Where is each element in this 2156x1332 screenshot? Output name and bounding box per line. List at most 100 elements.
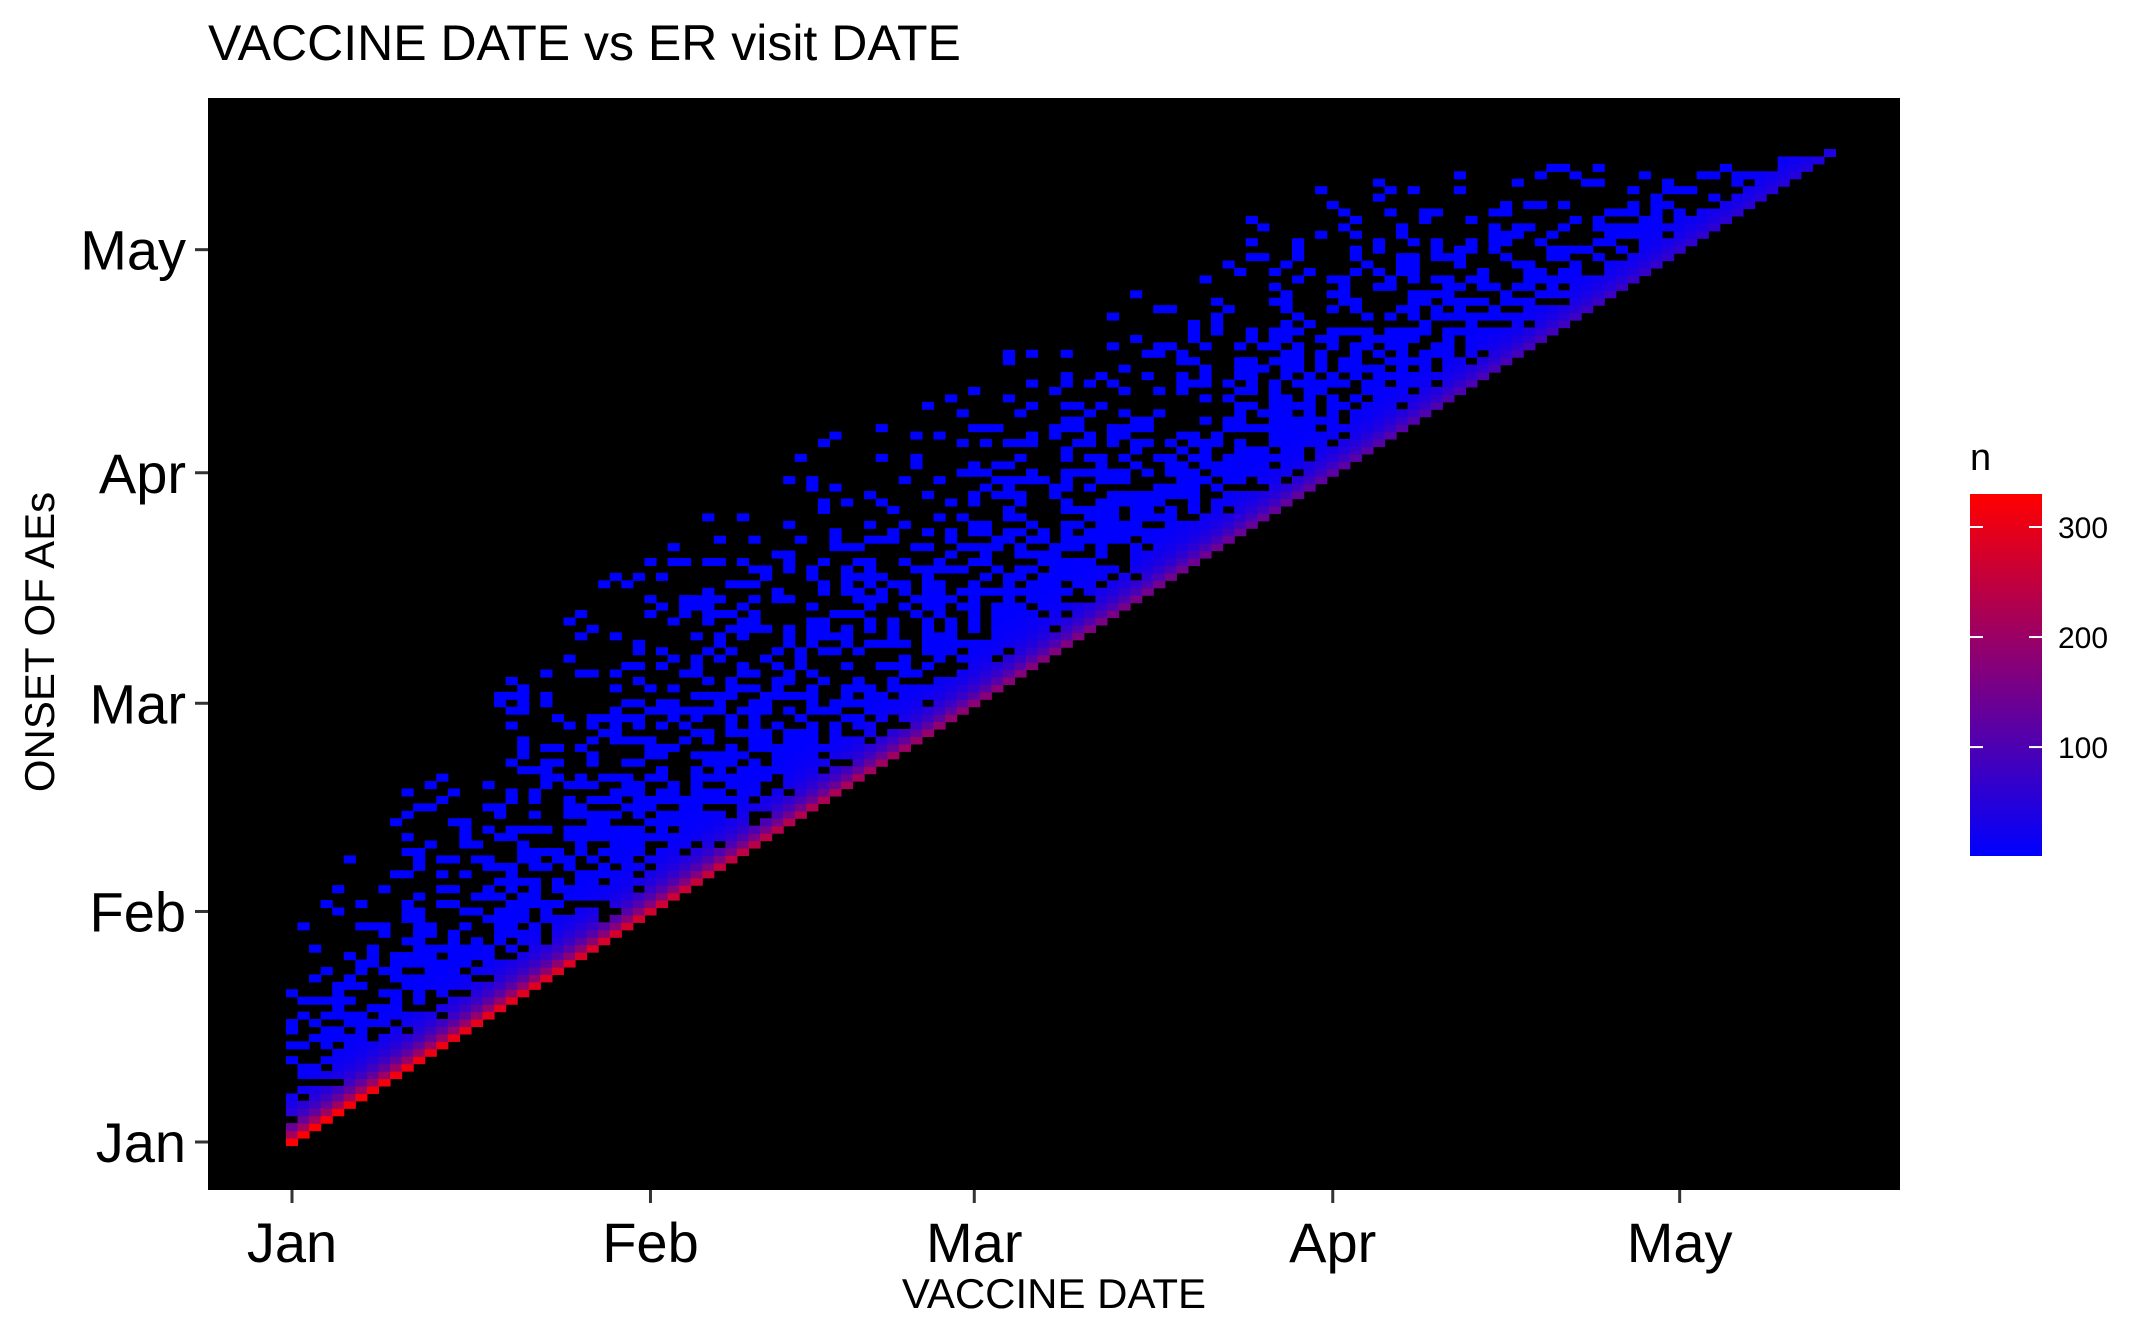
heatmap-cell — [1638, 223, 1652, 232]
heatmap-cell — [1488, 230, 1501, 239]
heatmap-cell — [1245, 520, 1258, 529]
heatmap-cell — [598, 870, 611, 879]
heatmap-cell — [945, 528, 958, 537]
heatmap-cell — [1234, 267, 1247, 276]
heatmap-cell — [1291, 364, 1305, 373]
heatmap-cell — [840, 714, 854, 723]
heatmap-cell — [1187, 557, 1201, 567]
heatmap-cell — [632, 647, 645, 656]
heatmap-cell — [655, 773, 669, 782]
heatmap-cell — [1500, 327, 1513, 336]
heatmap-cell — [447, 996, 460, 1005]
heatmap-cell — [679, 840, 692, 849]
heatmap-cell — [586, 907, 599, 916]
heatmap-cell — [1083, 580, 1096, 589]
heatmap-cell — [1130, 513, 1143, 522]
heatmap-cell — [1130, 550, 1143, 559]
heatmap-cell — [748, 669, 761, 678]
heatmap-cell — [910, 691, 923, 700]
heatmap-cell — [1164, 483, 1177, 492]
heatmap-cell — [1488, 349, 1501, 358]
heatmap-cell — [702, 862, 715, 871]
heatmap-cell — [1060, 505, 1073, 514]
heatmap-cell — [1187, 550, 1201, 559]
x-tick-label: Mar — [926, 1211, 1022, 1274]
heatmap-cell — [898, 520, 911, 529]
heatmap-cell — [829, 766, 842, 775]
heatmap-cell — [760, 825, 773, 834]
heatmap-cell — [1060, 401, 1073, 410]
heatmap-cell — [864, 572, 877, 581]
heatmap-cell — [1465, 238, 1478, 247]
heatmap-cell — [320, 1108, 333, 1117]
heatmap-cell — [1060, 453, 1073, 462]
legend-tick-label: 300 — [2058, 512, 2108, 545]
heatmap-cell — [1511, 342, 1524, 351]
heatmap-cell — [1315, 349, 1328, 358]
heatmap-cell — [413, 1019, 426, 1028]
heatmap-cell — [540, 952, 553, 961]
heatmap-cell — [1442, 290, 1455, 299]
heatmap-cell — [366, 1056, 380, 1065]
heatmap-cell — [725, 795, 738, 804]
heatmap-cell — [1014, 438, 1027, 448]
heatmap-cell — [609, 892, 622, 901]
heatmap-cell — [1546, 312, 1559, 321]
heatmap-cell — [840, 662, 854, 671]
heatmap-cell — [1002, 639, 1016, 648]
heatmap-cell — [1742, 186, 1756, 195]
heatmap-cell — [575, 825, 588, 834]
heatmap-cell — [898, 736, 911, 745]
heatmap-cell — [1234, 401, 1247, 410]
heatmap-cell — [1338, 424, 1351, 433]
heatmap-cell — [1199, 446, 1212, 455]
heatmap-cell — [1789, 163, 1802, 172]
heatmap-cell — [1268, 357, 1282, 366]
heatmap-cell — [783, 795, 796, 804]
heatmap-cell — [1349, 342, 1362, 351]
heatmap-cell — [1534, 275, 1547, 284]
heatmap-cell — [1396, 416, 1409, 425]
heatmap-cell — [1511, 327, 1524, 336]
heatmap-cell — [771, 721, 784, 730]
heatmap-cell — [852, 572, 865, 581]
heatmap-cell — [482, 952, 495, 961]
heatmap-cell — [1014, 654, 1027, 663]
heatmap-cell — [702, 870, 715, 879]
heatmap-cell — [1754, 186, 1767, 195]
heatmap-cell — [702, 691, 715, 700]
heatmap-cell — [1546, 320, 1559, 329]
heatmap-cell — [748, 535, 761, 544]
heatmap-cell — [1060, 639, 1073, 648]
heatmap-cell — [1569, 275, 1582, 284]
heatmap-cell — [1372, 424, 1386, 433]
heatmap-cell — [713, 847, 726, 857]
heatmap-cell — [1569, 260, 1582, 269]
heatmap-cell — [702, 729, 715, 738]
heatmap-cell — [586, 758, 599, 767]
heatmap-cell — [713, 773, 726, 782]
heatmap-cell — [1465, 379, 1478, 388]
heatmap-cell — [494, 1004, 507, 1013]
heatmap-cell — [517, 706, 530, 715]
heatmap-cell — [991, 624, 1004, 633]
heatmap-cell — [1349, 215, 1362, 224]
heatmap-cell — [551, 959, 565, 968]
heatmap-cell — [1002, 632, 1016, 641]
heatmap-cell — [632, 914, 645, 923]
heatmap-cell — [898, 714, 911, 723]
heatmap-cell — [1396, 409, 1409, 418]
heatmap-cell — [1257, 468, 1270, 477]
heatmap-cell — [655, 743, 669, 752]
heatmap-cell — [1396, 364, 1409, 373]
heatmap-cell — [1557, 253, 1571, 262]
heatmap-cell — [1257, 461, 1270, 470]
heatmap-cell — [1291, 476, 1305, 485]
heatmap-cell — [609, 721, 622, 730]
heatmap-cell — [1338, 208, 1351, 217]
heatmap-cell — [332, 1093, 345, 1102]
heatmap-cell — [921, 729, 935, 738]
heatmap-cell — [1731, 178, 1744, 187]
heatmap-cell — [748, 565, 761, 574]
heatmap-cell — [1234, 505, 1247, 514]
